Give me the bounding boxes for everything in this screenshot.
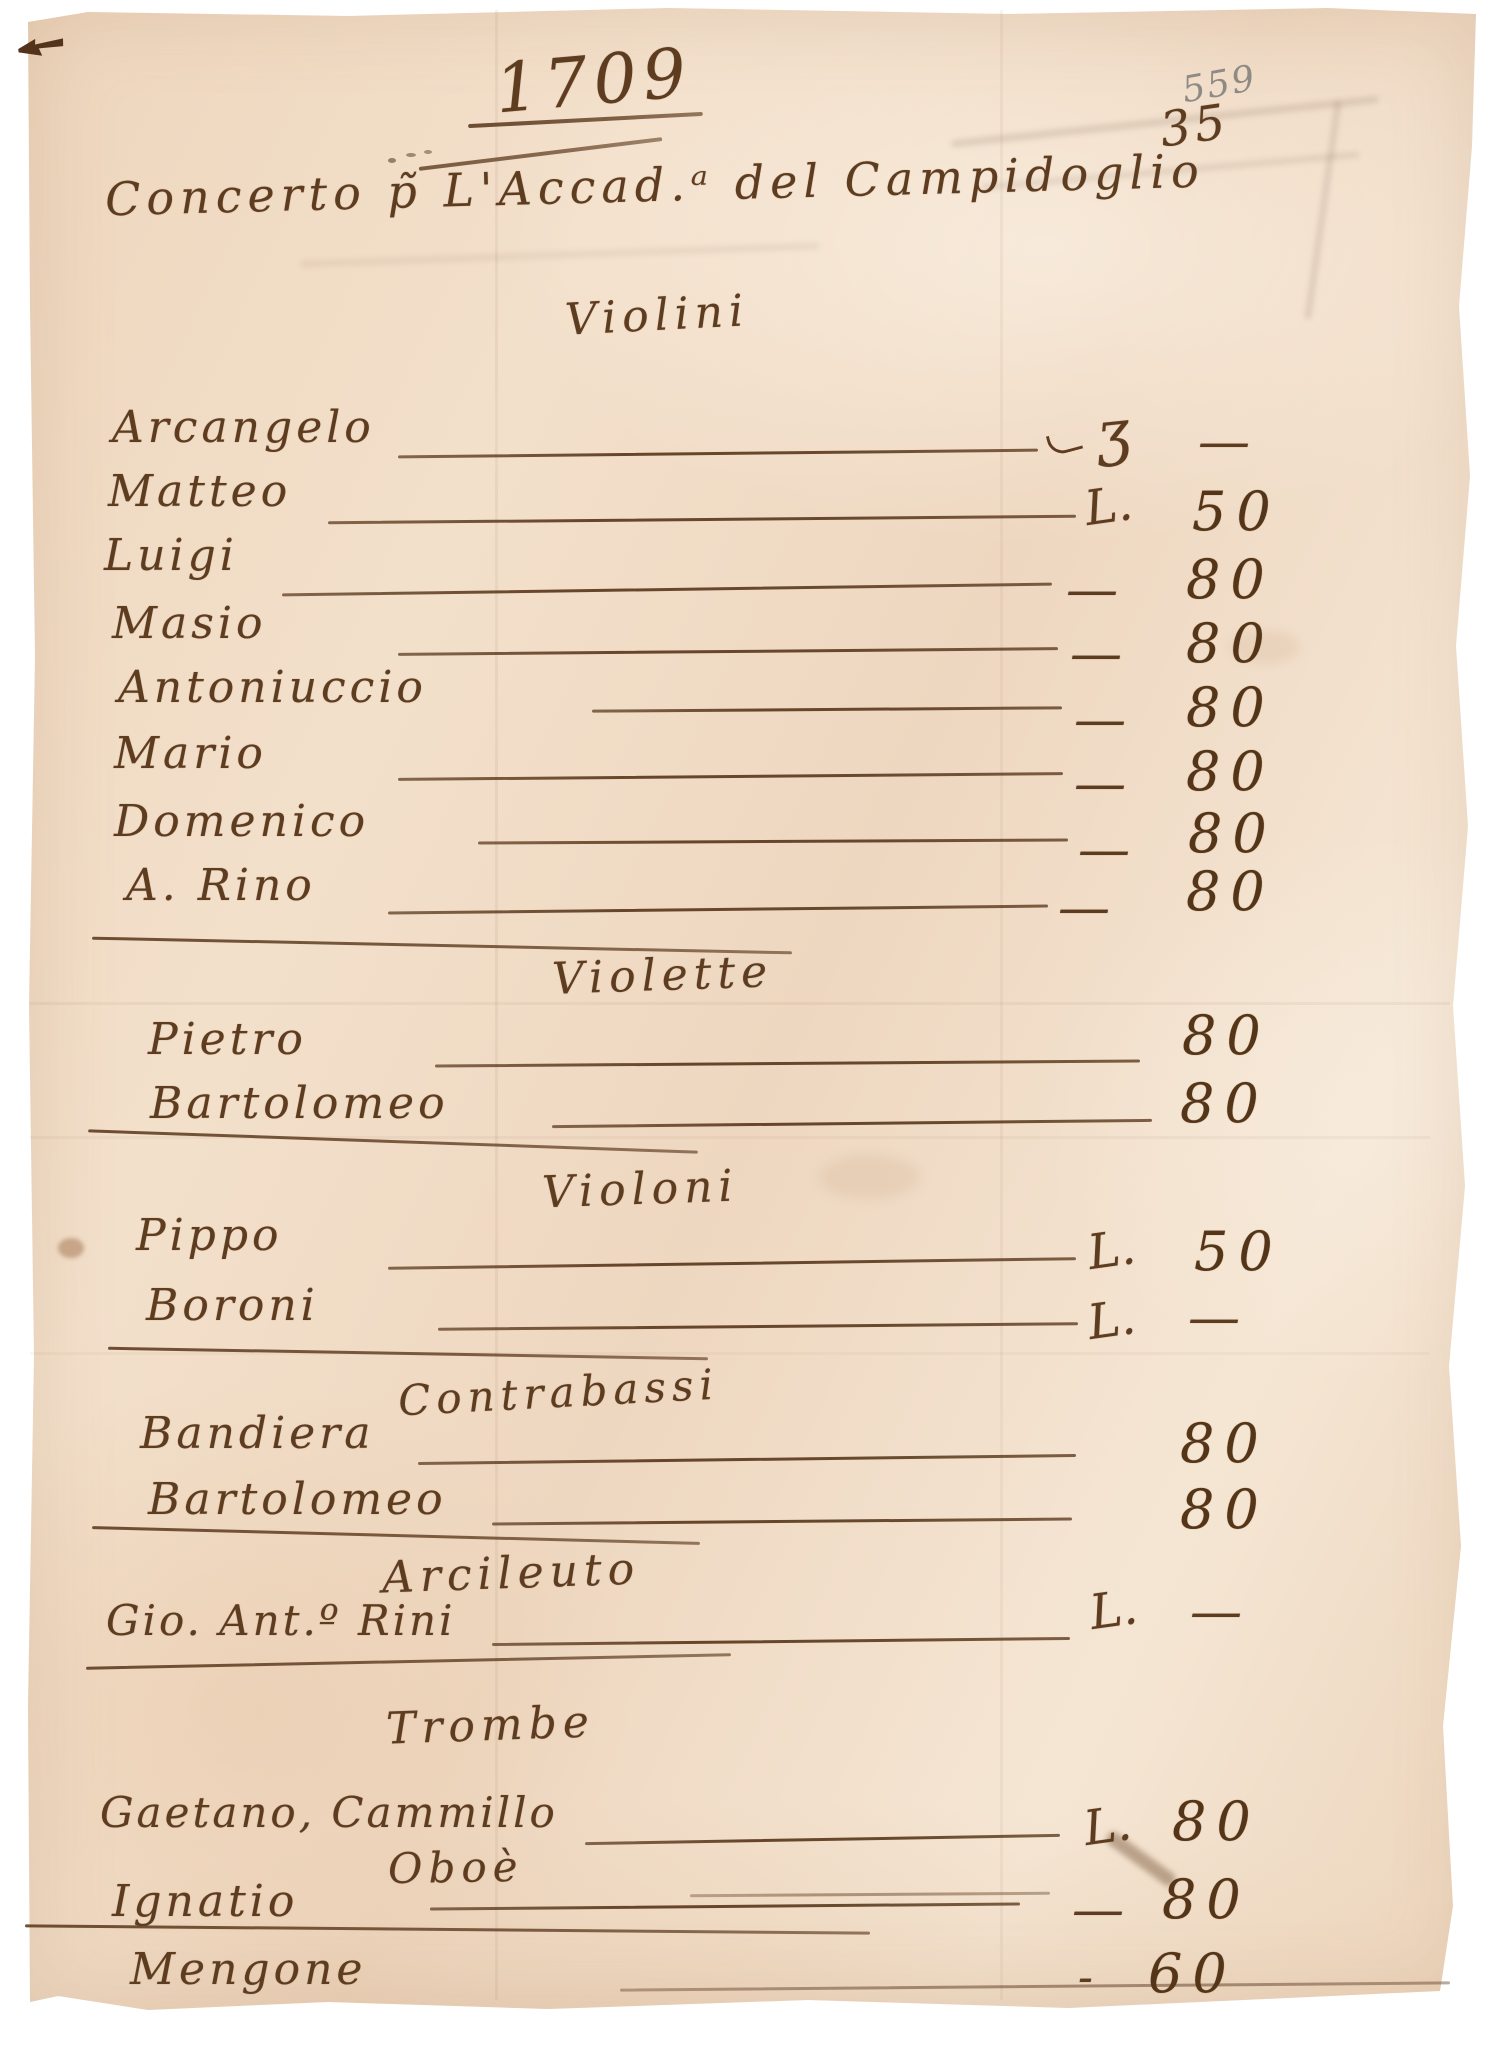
amount-value: 50 [1194, 1220, 1283, 1283]
amount-value: 80 [1186, 548, 1275, 611]
amount-value: 80 [1182, 1004, 1271, 1067]
ink-speckle [406, 153, 416, 157]
musician-name: Bartolomeo [150, 1078, 449, 1129]
musician-name: Ignatio [112, 1876, 299, 1927]
musician-name: Bandiera [140, 1408, 375, 1459]
fold-crease [1000, 10, 1003, 2000]
currency-symbol: - [1078, 1952, 1093, 2003]
musician-name: Gaetano, Cammillo [100, 1788, 558, 1837]
amount-value: 80 [1186, 860, 1275, 923]
ink-stain [58, 1238, 84, 1258]
currency-symbol: — [1072, 1880, 1124, 1940]
amount-value: 80 [1186, 740, 1275, 803]
ink-speckle [388, 158, 396, 163]
ink-speckle [424, 150, 432, 154]
musician-name: Mengone [130, 1944, 367, 1995]
fold-crease [495, 10, 498, 2000]
fold-crease [30, 1002, 1450, 1005]
currency-symbol: L. [1084, 1288, 1139, 1352]
currency-symbol: — [1066, 560, 1118, 620]
currency-symbol: L. [1081, 474, 1136, 538]
amount-value: 80 [1186, 612, 1275, 675]
musician-name: Mario [114, 728, 267, 779]
currency-symbol: L. [1086, 1578, 1141, 1642]
amount-value: 80 [1188, 802, 1277, 865]
currency-symbol: — [1074, 690, 1126, 750]
musician-name: Arcangelo [112, 402, 375, 453]
manuscript-paper [28, 8, 1476, 2010]
currency-symbol: L. [1080, 1794, 1135, 1858]
musician-name: Masio [112, 598, 267, 649]
currency-symbol: — [1070, 624, 1122, 684]
amount-value: — [1190, 1582, 1242, 1642]
section-header-violini: Violini [563, 285, 751, 346]
musician-name: Luigi [104, 530, 238, 581]
musician-name: Antoniuccio [118, 662, 427, 713]
currency-symbol: ʒ [1092, 396, 1134, 470]
musician-name: Domenico [114, 796, 370, 847]
section-header-oboe: Oboè [387, 1841, 524, 1894]
amount-value: 80 [1162, 1868, 1251, 1931]
section-header-violoni: Violoni [541, 1160, 740, 1219]
amount-value: 80 [1172, 1790, 1261, 1853]
currency-symbol: L. [1084, 1218, 1139, 1282]
musician-name: Bartolomeo [148, 1474, 447, 1525]
amount-value: 50 [1192, 480, 1281, 543]
amount-value: — [1188, 1288, 1240, 1348]
section-header-arcileuto: Arcileuto [381, 1543, 641, 1604]
musician-name: Pietro [148, 1014, 307, 1065]
section-header-trombe: Trombe [385, 1696, 596, 1755]
amount-value: 80 [1180, 1072, 1269, 1135]
currency-symbol: — [1078, 820, 1130, 880]
musician-name: Matteo [108, 466, 292, 517]
currency-symbol: — [1074, 754, 1126, 814]
amount-value: 80 [1180, 1412, 1269, 1475]
amount-value: — [1198, 412, 1250, 472]
musician-name: Gio. Ant.º Rini [106, 1596, 456, 1645]
amount-value: 80 [1186, 676, 1275, 739]
currency-symbol: — [1058, 878, 1110, 938]
amount-value: 80 [1180, 1478, 1269, 1541]
amount-value: 60 [1148, 1942, 1237, 2005]
section-header-violette: Violette [551, 946, 774, 1005]
musician-name: A. Rino [126, 860, 316, 911]
fold-crease [30, 1136, 1430, 1139]
paper-stain [1230, 630, 1300, 664]
fold-crease [30, 1352, 1430, 1355]
paper-stain [820, 1155, 920, 1199]
musician-name: Boroni [146, 1280, 319, 1331]
musician-name: Pippo [136, 1210, 283, 1261]
